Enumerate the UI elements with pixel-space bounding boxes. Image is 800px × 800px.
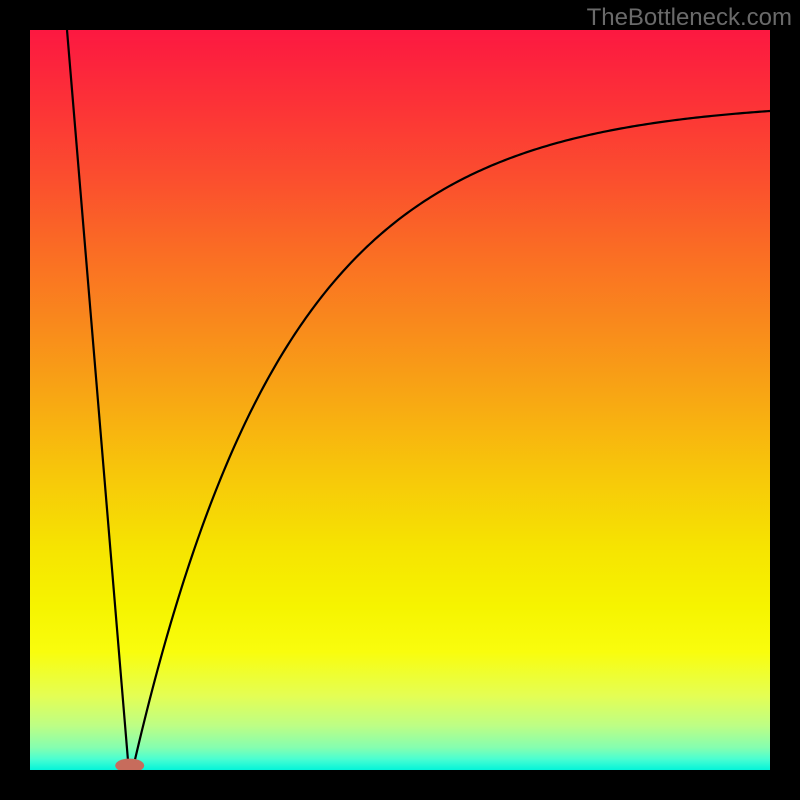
curve-left-branch — [67, 30, 128, 766]
plot-area — [30, 30, 770, 770]
watermark-text: TheBottleneck.com — [587, 4, 792, 32]
chart-container: TheBottleneck.com — [0, 0, 800, 800]
curve-layer — [30, 30, 770, 770]
curve-right-branch — [134, 111, 770, 766]
minimum-point-marker — [115, 758, 145, 770]
